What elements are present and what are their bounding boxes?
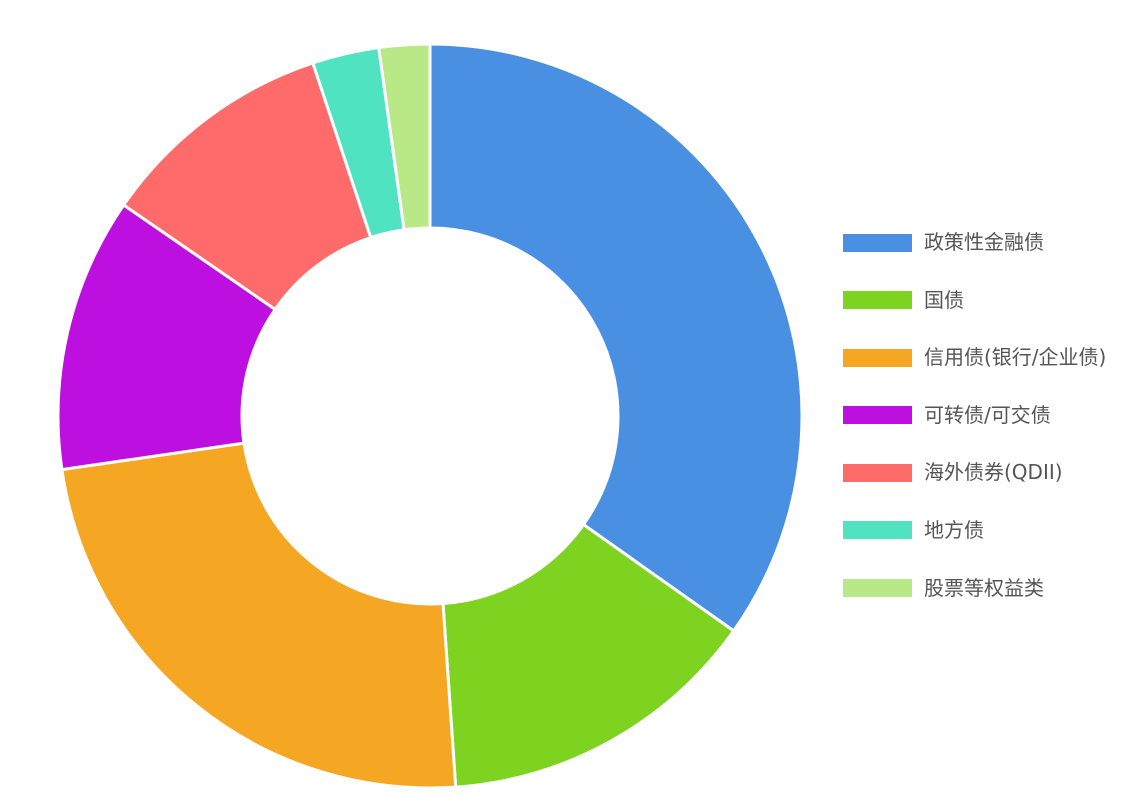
- legend-label: 海外债券(QDII): [924, 460, 1063, 485]
- legend-item[interactable]: 政策性金融债: [843, 228, 1143, 257]
- legend-item[interactable]: 信用债(银行/企业债): [843, 343, 1143, 372]
- legend-item[interactable]: 海外债券(QDII): [843, 458, 1143, 487]
- legend-label: 股票等权益类: [924, 575, 1044, 600]
- legend-item[interactable]: 可转债/可交债: [843, 401, 1143, 430]
- legend-swatch: [843, 521, 912, 540]
- legend-swatch: [843, 291, 912, 310]
- legend-swatch: [843, 579, 912, 598]
- legend-item[interactable]: 股票等权益类: [843, 574, 1143, 603]
- legend-item[interactable]: 国债: [843, 286, 1143, 315]
- legend-item[interactable]: 地方债: [843, 516, 1143, 545]
- legend-label: 国债: [924, 287, 964, 312]
- legend-swatch: [843, 348, 912, 367]
- legend-swatch: [843, 406, 912, 425]
- pie-slice-3[interactable]: [60, 441, 458, 790]
- legend-label: 政策性金融债: [924, 230, 1044, 254]
- legend-label: 信用债(银行/企业债): [924, 345, 1107, 370]
- pie-slice-7[interactable]: [377, 42, 432, 232]
- legend-label: 地方债: [924, 517, 984, 542]
- chart-legend: 政策性金融债 国债信用债(银行/企业债) 可转债/可交债 海外债券(QDII) 地方债股…: [843, 228, 1143, 631]
- pie-slice-2[interactable]: [441, 522, 736, 789]
- pie-slice-4[interactable]: [56, 202, 278, 472]
- legend-swatch: [843, 233, 912, 252]
- legend-swatch: [843, 463, 912, 482]
- legend-label: 可转债/可交债: [924, 402, 1051, 427]
- pie-slice-1[interactable]: [428, 42, 804, 633]
